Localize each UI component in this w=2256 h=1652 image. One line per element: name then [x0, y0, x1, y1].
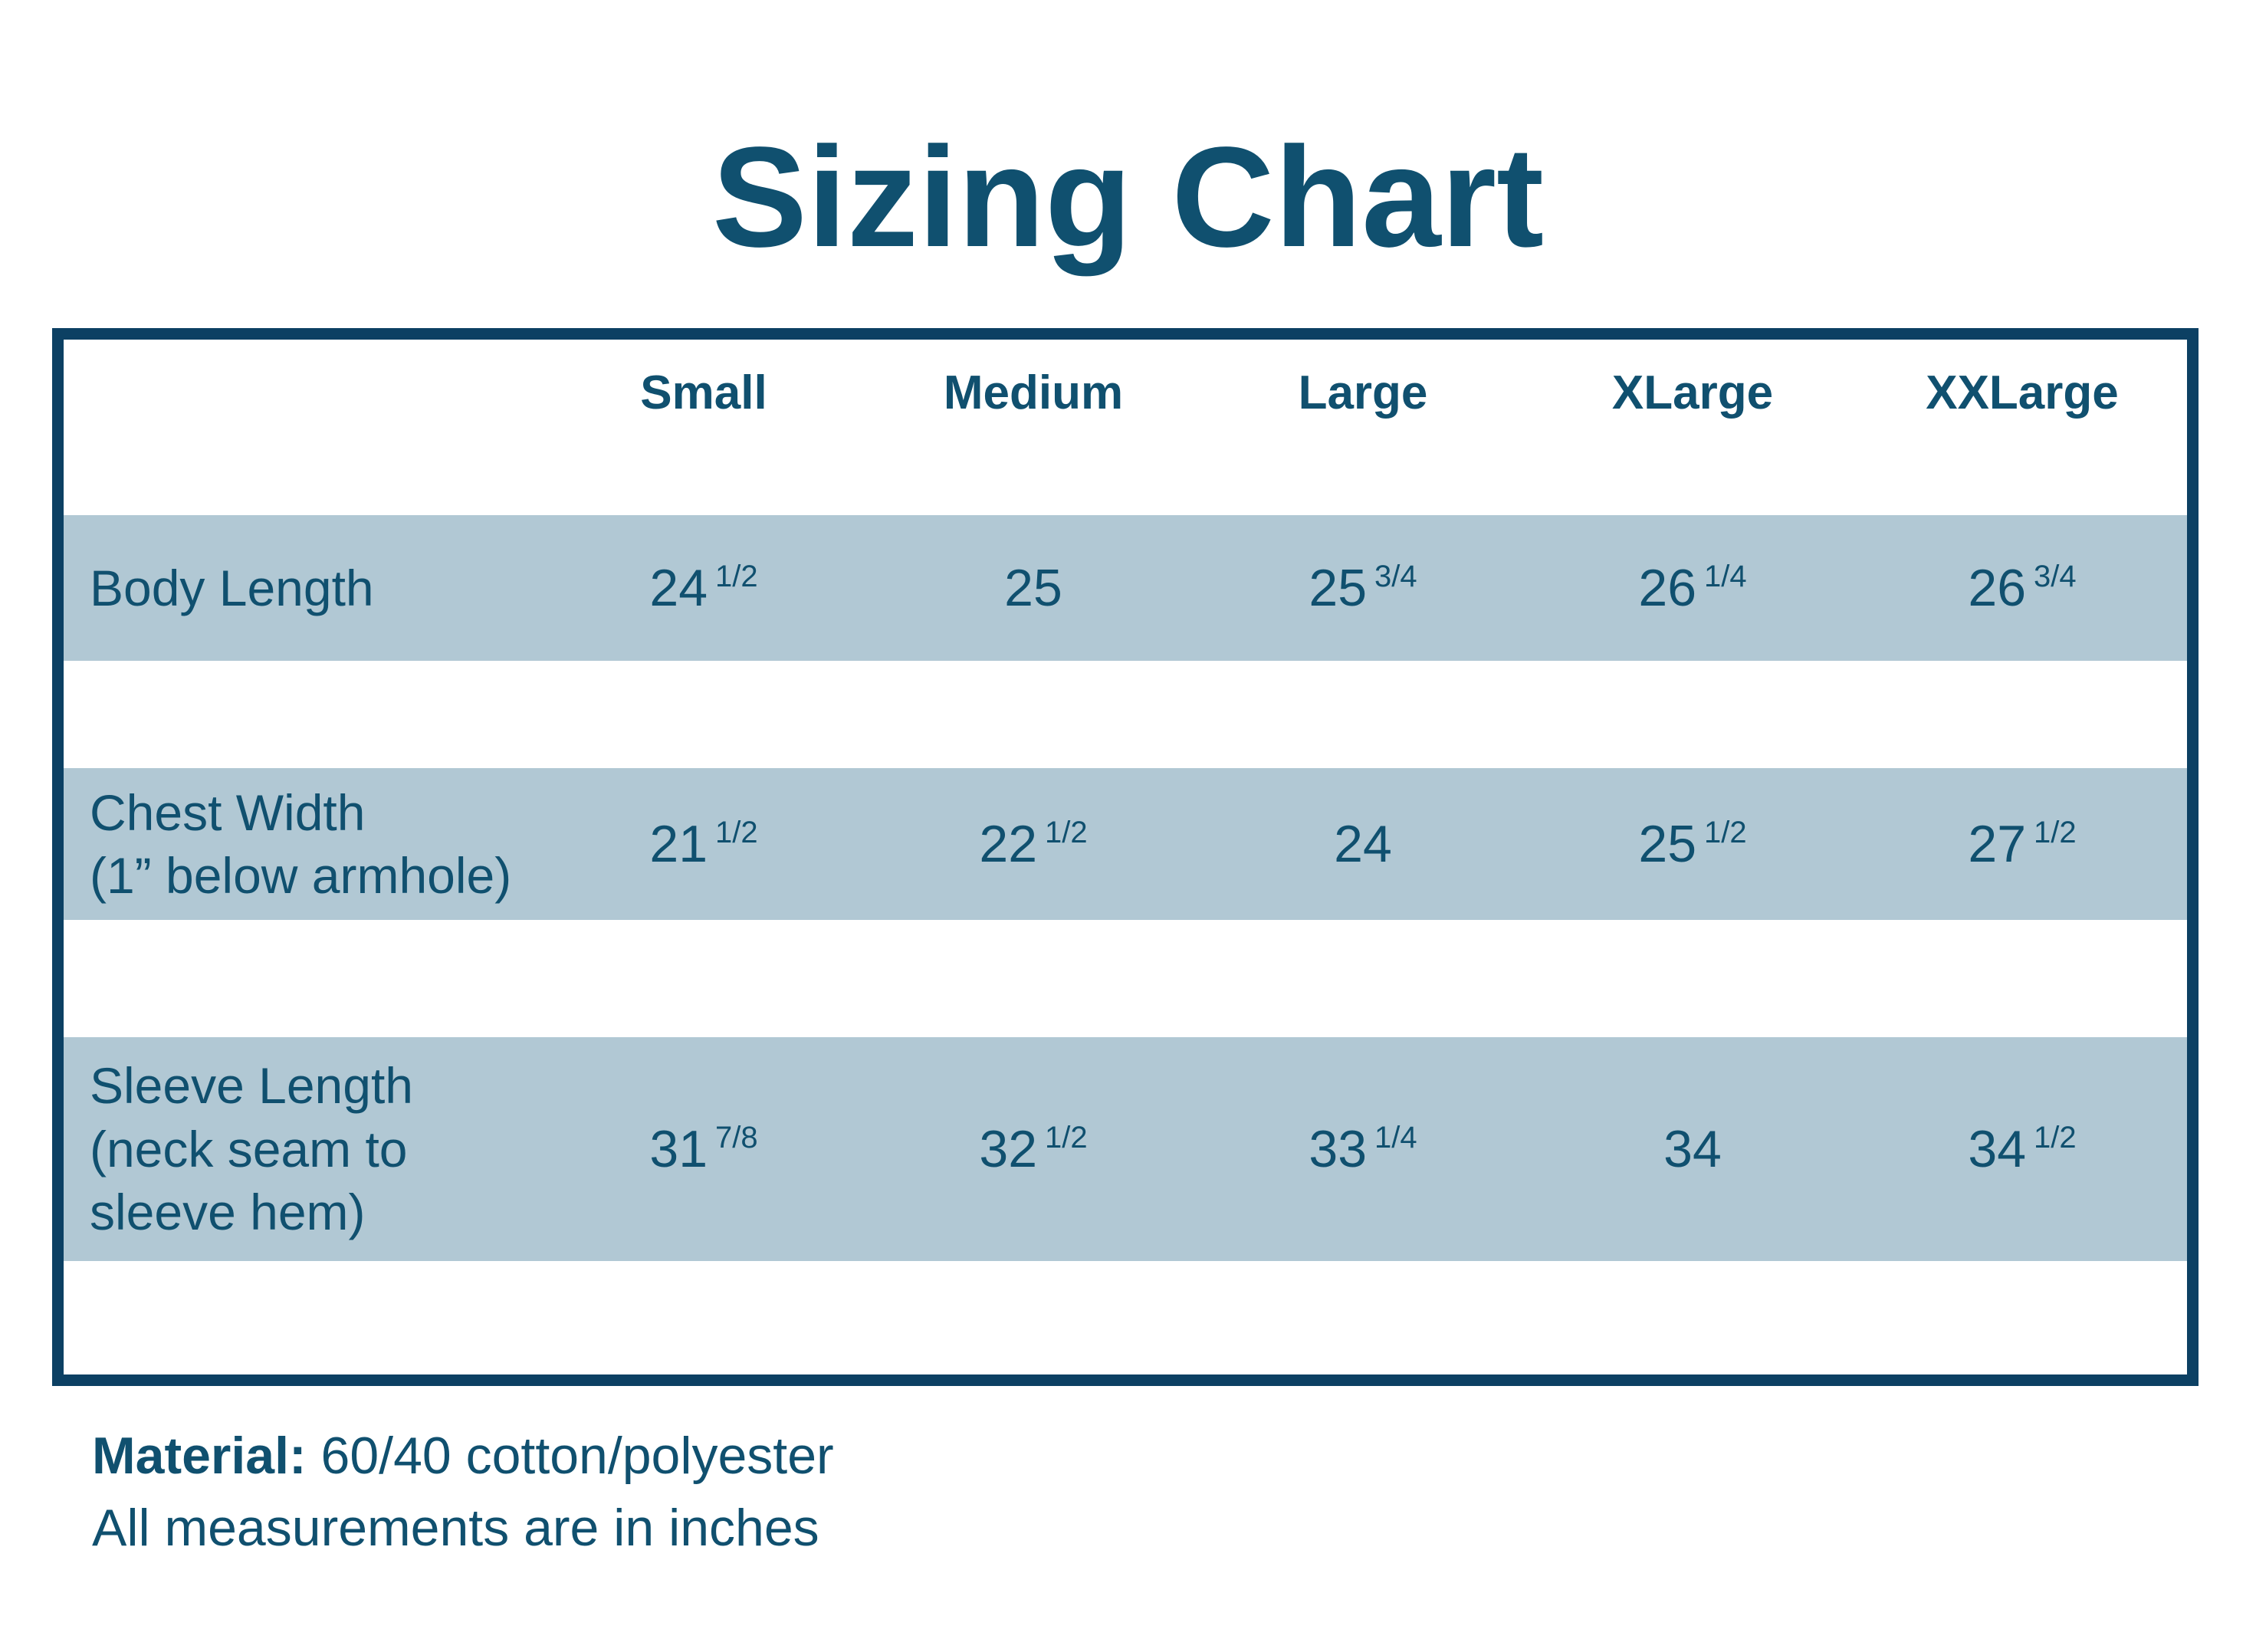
column-header-large: Large	[1298, 366, 1428, 419]
column-header-xxlarge: XXLarge	[1926, 366, 2119, 419]
row-label-line: (1” below armhole)	[90, 847, 512, 904]
cell-sleeve-length-small: 31 7/8	[539, 1037, 869, 1261]
material-value: 60/40 cotton/polyester	[320, 1427, 834, 1485]
cell-body-length-xxlarge: 26 3/4	[1857, 515, 2187, 661]
value-whole: 33	[1309, 1120, 1368, 1178]
page-title: Sizing Chart	[711, 118, 1545, 277]
header-row: Small Medium Large XLarge XXLarge	[64, 340, 2187, 515]
value-whole: 26	[1968, 559, 2027, 617]
footer-notes: Material: 60/40 cotton/polyester All mea…	[92, 1420, 834, 1565]
value-whole: 22	[979, 815, 1038, 873]
cell-body-length-large: 25 3/4	[1198, 515, 1528, 661]
value-whole: 32	[979, 1120, 1038, 1178]
row-spacer	[64, 661, 2187, 768]
cell-chest-width-xxlarge: 27 1/2	[1857, 768, 2187, 920]
header-empty-cell	[64, 340, 539, 515]
value-whole: 25	[1309, 559, 1368, 617]
row-label-body-length: Body Length	[64, 515, 539, 661]
cell-sleeve-length-xxlarge: 34 1/2	[1857, 1037, 2187, 1261]
table-row-sleeve-length: Sleeve Length (neck seam to sleeve hem) …	[64, 1037, 2187, 1261]
cell-body-length-small: 24 1/2	[539, 515, 869, 661]
value-whole: 31	[649, 1120, 708, 1178]
cell-sleeve-length-large: 33 1/4	[1198, 1037, 1528, 1261]
cell-chest-width-xlarge: 25 1/2	[1528, 768, 1857, 920]
row-label-lines: Chest Width (1” below armhole)	[90, 781, 511, 908]
row-label-line: Chest Width	[90, 783, 366, 841]
value-fraction: 1/2	[1045, 1121, 1088, 1154]
value-fraction: 3/4	[2034, 560, 2077, 593]
value-fraction: 1/4	[1374, 1121, 1417, 1154]
value-whole: 21	[649, 815, 708, 873]
row-spacer	[64, 920, 2187, 1037]
value-fraction: 7/8	[715, 1121, 758, 1154]
value-fraction: 1/2	[1704, 816, 1747, 849]
column-header-medium: Medium	[943, 366, 1124, 419]
value-fraction: 1/4	[1704, 560, 1747, 593]
measurements-note: All measurements are in inches	[92, 1498, 819, 1557]
row-label-line: Body Length	[90, 559, 374, 616]
value-fraction: 1/2	[715, 560, 758, 593]
table-row-body-length: Body Length 24 1/2 25 25 3/4 26 1/4 26 3/4	[64, 515, 2187, 661]
cell-chest-width-medium: 22 1/2	[869, 768, 1198, 920]
value-whole: 24	[1334, 815, 1392, 873]
cell-body-length-xlarge: 26 1/4	[1528, 515, 1857, 661]
row-label-line: (neck seam to	[90, 1120, 408, 1177]
value-whole: 24	[649, 559, 708, 617]
sizing-table: Small Medium Large XLarge XXLarge Body L…	[52, 328, 2199, 1386]
column-header-xlarge: XLarge	[1611, 366, 1774, 419]
value-fraction: 1/2	[2034, 816, 2077, 849]
value-whole: 26	[1638, 559, 1697, 617]
cell-body-length-medium: 25	[869, 515, 1198, 661]
row-label-sleeve-length: Sleeve Length (neck seam to sleeve hem)	[64, 1037, 539, 1261]
cell-chest-width-small: 21 1/2	[539, 768, 869, 920]
value-whole: 25	[1638, 815, 1697, 873]
cell-sleeve-length-medium: 32 1/2	[869, 1037, 1198, 1261]
row-label-line: sleeve hem)	[90, 1184, 366, 1241]
value-fraction: 1/2	[2034, 1121, 2077, 1154]
value-whole: 34	[1663, 1120, 1722, 1178]
row-spacer	[64, 1261, 2187, 1374]
value-whole: 25	[1004, 559, 1062, 617]
column-header-small: Small	[640, 366, 767, 419]
table-row-chest-width: Chest Width (1” below armhole) 21 1/2 22 1…	[64, 768, 2187, 920]
value-whole: 27	[1968, 815, 2027, 873]
value-whole: 34	[1968, 1120, 2027, 1178]
value-fraction: 1/2	[1045, 816, 1088, 849]
value-fraction: 1/2	[715, 816, 758, 849]
cell-chest-width-large: 24	[1198, 768, 1528, 920]
value-fraction: 3/4	[1374, 560, 1417, 593]
material-line: Material: 60/40 cotton/polyester	[92, 1420, 834, 1493]
row-label-lines: Sleeve Length (neck seam to sleeve hem)	[90, 1054, 413, 1244]
cell-sleeve-length-xlarge: 34	[1528, 1037, 1857, 1261]
row-label-line: Sleeve Length	[90, 1057, 414, 1115]
material-label: Material:	[92, 1427, 307, 1485]
row-label-chest-width: Chest Width (1” below armhole)	[64, 768, 539, 920]
